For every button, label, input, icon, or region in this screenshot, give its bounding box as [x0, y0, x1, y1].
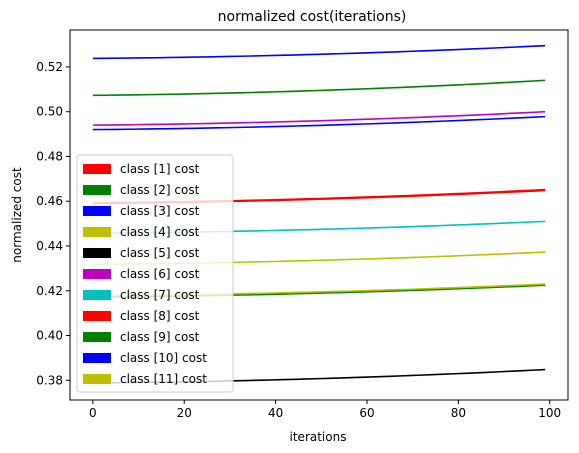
y-tick-label: 0.46 — [36, 194, 63, 208]
y-tick-label: 0.40 — [36, 329, 63, 343]
legend-label: class [5] cost — [120, 246, 200, 260]
legend-label: class [1] cost — [120, 162, 200, 176]
y-tick-label: 0.42 — [36, 284, 63, 298]
legend-label: class [7] cost — [120, 288, 200, 302]
legend-label: class [8] cost — [120, 309, 200, 323]
y-axis-label: normalized cost — [10, 167, 24, 263]
y-tick-label: 0.48 — [36, 149, 63, 163]
legend-swatch — [83, 248, 111, 258]
legend-swatch — [83, 227, 111, 237]
x-axis-label: iterations — [290, 430, 347, 444]
legend-label: class [6] cost — [120, 267, 200, 281]
legend-swatch — [83, 353, 111, 363]
legend-swatch — [83, 290, 111, 300]
legend-swatch — [83, 206, 111, 216]
legend-label: class [2] cost — [120, 183, 200, 197]
legend-label: class [4] cost — [120, 225, 200, 239]
chart-title: normalized cost(iterations) — [218, 9, 407, 25]
y-tick-label: 0.50 — [36, 105, 63, 119]
y-tick-label: 0.52 — [36, 60, 63, 74]
y-axis-ticks: 0.38 0.40 0.42 0.44 0.46 0.48 0.50 0.52 — [36, 60, 70, 387]
legend-label: class [11] cost — [120, 372, 207, 386]
x-tick-label: 40 — [268, 406, 283, 420]
legend-swatch — [83, 164, 111, 174]
legend: class [1] cost class [2] cost class [3] co… — [76, 154, 234, 393]
y-tick-label: 0.44 — [36, 239, 63, 253]
x-tick-label: 20 — [177, 406, 192, 420]
x-tick-label: 0 — [89, 406, 97, 420]
legend-label: class [10] cost — [120, 351, 207, 365]
legend-box — [76, 154, 234, 393]
series-line-10 — [92, 44, 546, 60]
series-line-2 — [92, 79, 546, 97]
plot-frame — [69, 29, 569, 401]
legend-swatch — [83, 332, 111, 342]
series-line-3 — [92, 115, 546, 131]
legend-label: class [3] cost — [120, 204, 200, 218]
legend-swatch — [83, 185, 111, 195]
legend-label: class [9] cost — [120, 330, 200, 344]
x-tick-label: 80 — [451, 406, 466, 420]
series-line-6 — [92, 110, 546, 126]
legend-swatch — [83, 269, 111, 279]
x-tick-label: 60 — [359, 406, 374, 420]
x-tick-label: 100 — [538, 406, 561, 420]
legend-swatch — [83, 311, 111, 321]
y-tick-label: 0.38 — [36, 373, 63, 387]
x-axis-ticks: 0 20 40 60 80 100 — [89, 400, 561, 420]
legend-swatch — [83, 374, 111, 384]
